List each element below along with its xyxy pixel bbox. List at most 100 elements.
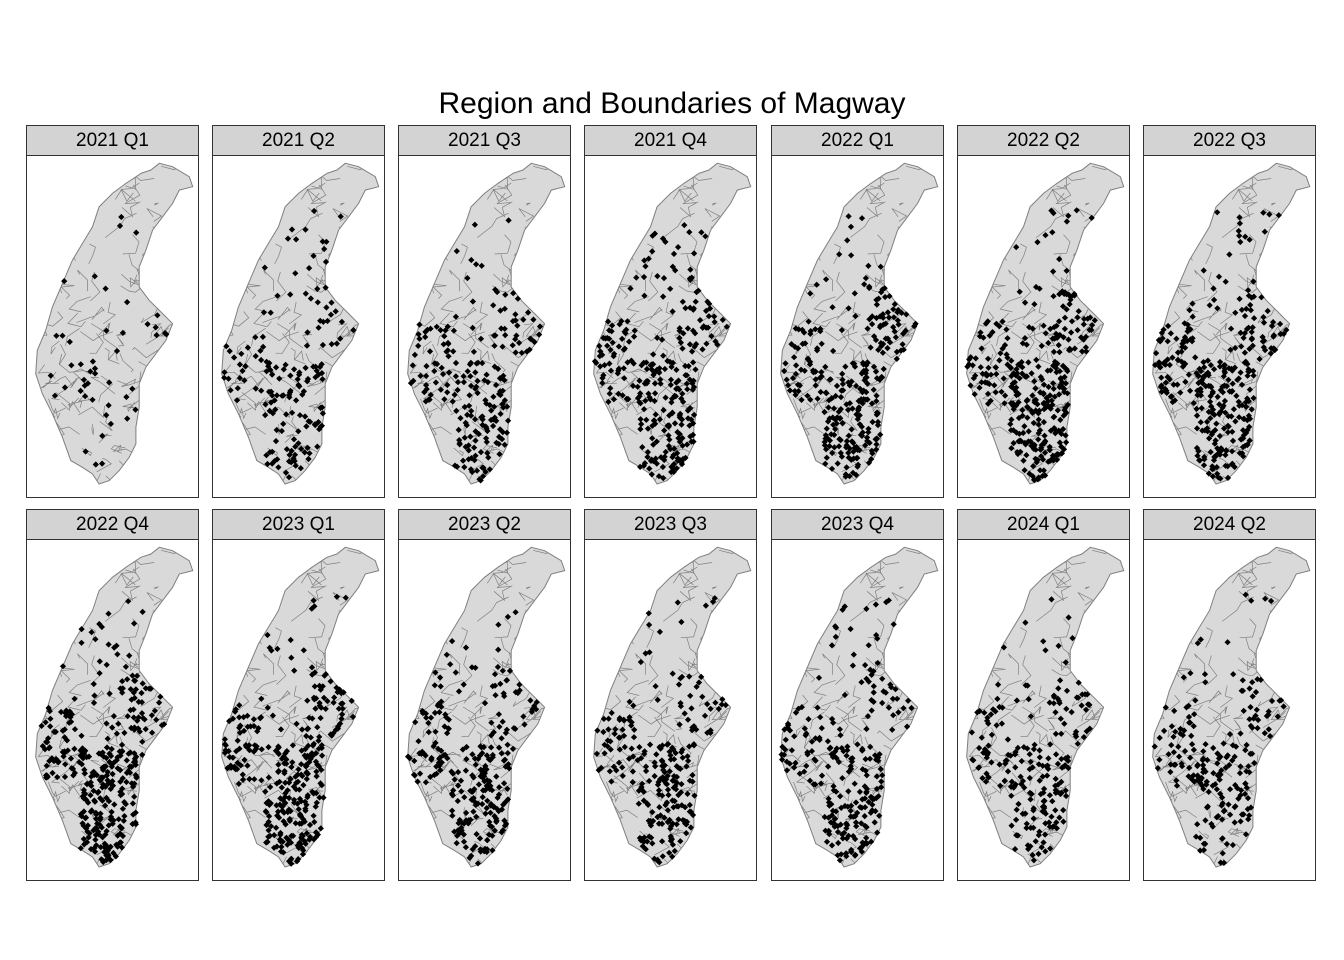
event-point: [884, 309, 892, 316]
event-point: [1197, 419, 1204, 426]
event-point: [1226, 811, 1234, 818]
event-point: [1021, 467, 1028, 474]
event-point: [1050, 385, 1057, 392]
event-point: [1046, 699, 1053, 706]
facet-panel: 2024 Q2: [1143, 509, 1316, 881]
event-point: [862, 374, 869, 382]
event-point: [90, 699, 98, 707]
event-point: [1066, 300, 1073, 308]
event-point: [679, 442, 686, 449]
event-point: [319, 410, 327, 417]
event-point: [452, 359, 460, 367]
region-map: [966, 546, 1125, 868]
event-point: [1047, 845, 1054, 852]
event-point: [1011, 845, 1019, 853]
event-point: [1214, 760, 1221, 767]
event-point: [96, 658, 103, 665]
event-point: [683, 441, 691, 448]
event-point: [470, 444, 478, 451]
region-map: [778, 546, 939, 868]
event-point: [1075, 679, 1082, 686]
event-point: [487, 744, 495, 751]
event-point: [1261, 228, 1268, 235]
event-point: [455, 688, 463, 695]
event-point: [1249, 724, 1256, 731]
event-point: [1038, 453, 1045, 460]
event-point: [284, 235, 292, 242]
facet-panel: 2022 Q3: [1143, 125, 1316, 498]
region-map: [35, 546, 194, 868]
event-point: [1188, 732, 1195, 740]
event-point: [152, 324, 159, 331]
event-point: [431, 709, 439, 717]
event-point: [1235, 398, 1242, 405]
event-point: [676, 438, 684, 446]
event-point: [237, 762, 244, 769]
event-point: [1065, 212, 1072, 219]
event-point: [338, 318, 346, 326]
facet-strip-label: 2021 Q3: [398, 125, 571, 156]
region-map: [404, 546, 566, 868]
event-point: [656, 416, 664, 423]
event-point: [1166, 376, 1173, 383]
event-point: [1250, 367, 1257, 375]
facet-panel: 2023 Q1: [212, 509, 385, 881]
event-point: [1026, 751, 1033, 758]
event-point: [839, 419, 846, 427]
event-point: [493, 288, 501, 296]
event-point: [629, 382, 637, 390]
facet-strip-label: 2024 Q2: [1143, 509, 1316, 540]
event-point: [869, 418, 876, 426]
event-point: [854, 461, 862, 468]
facet-panel: 2022 Q4: [26, 509, 199, 881]
event-point: [1214, 393, 1221, 401]
event-point: [1213, 463, 1220, 471]
event-point: [323, 304, 330, 311]
event-point: [454, 386, 461, 394]
event-point: [1057, 416, 1064, 424]
event-point: [1232, 344, 1239, 352]
event-point: [1202, 679, 1209, 686]
event-point: [867, 344, 874, 351]
event-point: [1025, 696, 1032, 703]
map-panel: [26, 156, 199, 498]
event-point: [118, 741, 126, 749]
event-point: [1023, 820, 1030, 827]
event-point: [1184, 321, 1191, 328]
event-point: [1055, 341, 1062, 349]
event-point: [319, 341, 327, 349]
event-point: [90, 768, 97, 776]
event-point: [466, 361, 474, 368]
event-point: [1024, 396, 1031, 404]
event-point: [1238, 343, 1245, 350]
event-point: [126, 652, 133, 659]
event-point: [1192, 833, 1200, 840]
event-point: [1248, 597, 1255, 604]
event-point: [459, 457, 467, 464]
event-point: [1010, 439, 1017, 447]
event-point: [1075, 308, 1082, 315]
event-point: [1057, 375, 1064, 383]
event-point: [1204, 425, 1211, 432]
event-point: [497, 410, 504, 418]
event-point: [660, 406, 667, 414]
event-point: [1230, 671, 1237, 678]
event-point: [1280, 330, 1287, 337]
event-point: [1260, 344, 1267, 351]
event-point: [873, 773, 881, 780]
event-point: [1030, 805, 1037, 812]
event-point: [462, 644, 470, 651]
event-point: [1024, 403, 1031, 410]
event-point: [669, 308, 676, 315]
event-point: [1163, 389, 1170, 397]
region-map: [221, 162, 380, 485]
event-point: [1175, 743, 1182, 750]
event-point: [868, 671, 875, 679]
event-point: [1198, 404, 1205, 412]
event-point: [324, 317, 331, 325]
event-point: [1212, 426, 1219, 434]
event-point: [898, 309, 905, 317]
event-point: [1246, 437, 1253, 444]
facet-strip-label: 2021 Q1: [26, 125, 199, 156]
event-point: [272, 364, 280, 371]
